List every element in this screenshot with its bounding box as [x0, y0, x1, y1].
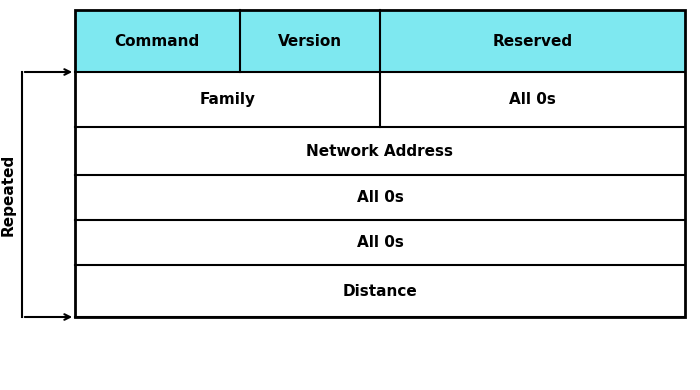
Bar: [75, 10, 239, 72]
Bar: [75, 127, 685, 175]
Text: Repeated: Repeated: [1, 153, 15, 236]
Bar: [75, 220, 685, 265]
Text: Reserved: Reserved: [492, 34, 573, 48]
Text: All 0s: All 0s: [509, 92, 556, 107]
Text: Version: Version: [278, 34, 342, 48]
Bar: [380, 10, 685, 72]
Bar: [380, 72, 685, 127]
Text: Distance: Distance: [342, 284, 417, 298]
Text: Command: Command: [115, 34, 200, 48]
Text: All 0s: All 0s: [356, 190, 403, 205]
Text: All 0s: All 0s: [356, 235, 403, 250]
Text: Network Address: Network Address: [307, 144, 454, 158]
Bar: [75, 175, 685, 220]
Bar: [75, 72, 380, 127]
Text: Family: Family: [199, 92, 256, 107]
Bar: [75, 265, 685, 317]
Bar: [75, 10, 685, 317]
Bar: [239, 10, 380, 72]
